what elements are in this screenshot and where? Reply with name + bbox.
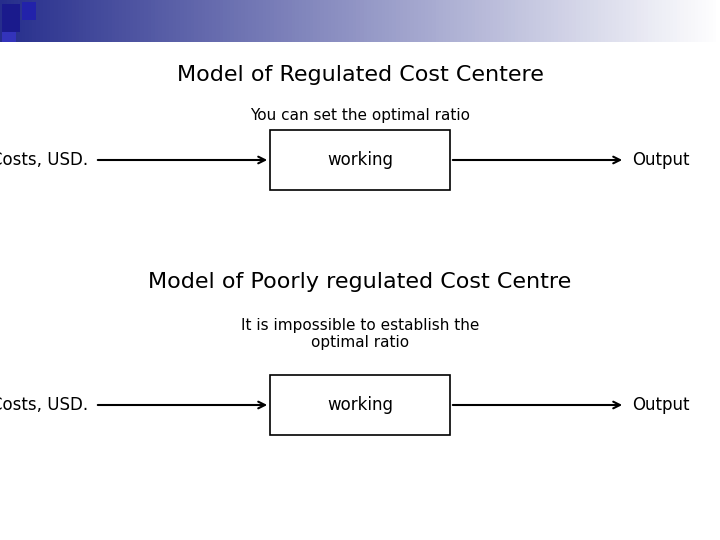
Text: Output: Output	[632, 151, 690, 169]
Bar	[2, 32, 16, 42]
Bar	[22, 2, 36, 20]
Bar	[2, 4, 20, 32]
Bar	[270, 130, 450, 190]
Text: Model of Poorly regulated Cost Centre: Model of Poorly regulated Cost Centre	[148, 272, 572, 292]
Text: Costs, USD.: Costs, USD.	[0, 396, 88, 414]
Text: Costs, USD.: Costs, USD.	[0, 151, 88, 169]
Text: Model of Regulated Cost Centere: Model of Regulated Cost Centere	[176, 65, 544, 85]
Text: It is impossible to establish the
optimal ratio: It is impossible to establish the optima…	[240, 318, 480, 350]
Text: working: working	[327, 151, 393, 169]
Text: You can set the optimal ratio: You can set the optimal ratio	[250, 108, 470, 123]
Bar	[270, 375, 450, 435]
Text: working: working	[327, 396, 393, 414]
Text: Output: Output	[632, 396, 690, 414]
